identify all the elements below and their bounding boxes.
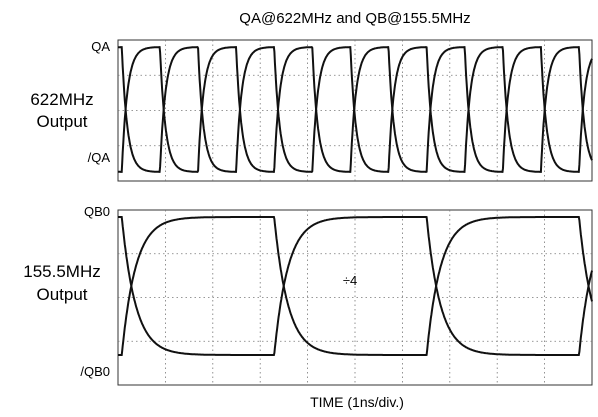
top-panel: QA /QA 622MHz Output — [30, 39, 593, 182]
qb0-trace — [118, 216, 593, 356]
x-axis-label: TIME (1ns/div.) — [310, 394, 404, 410]
qb0-inverted-trace — [118, 216, 593, 356]
top-signal-label-qa: QA — [91, 39, 110, 54]
bottom-signal-label-qb0-inverted: /QB0 — [80, 364, 110, 379]
chart-title: QA@622MHz and QB@155.5MHz — [239, 10, 470, 27]
bottom-side-label-line-1: 155.5MHz — [23, 262, 100, 281]
qa-inverted-trace — [118, 46, 593, 173]
qa-trace — [118, 46, 593, 173]
bottom-signal-label-qb0: QB0 — [84, 204, 110, 219]
bottom-grid — [118, 210, 592, 385]
bottom-panel: QB0 /QB0 155.5MHz Output ÷4 — [23, 204, 593, 386]
bottom-side-label-line-2: Output — [36, 285, 87, 304]
top-side-label-line-2: Output — [36, 112, 87, 131]
divide-by-four-annotation: ÷4 — [343, 273, 357, 288]
top-grid — [118, 40, 592, 181]
top-signal-label-qa-inverted: /QA — [88, 150, 111, 165]
top-side-label-line-1: 622MHz — [30, 90, 93, 109]
